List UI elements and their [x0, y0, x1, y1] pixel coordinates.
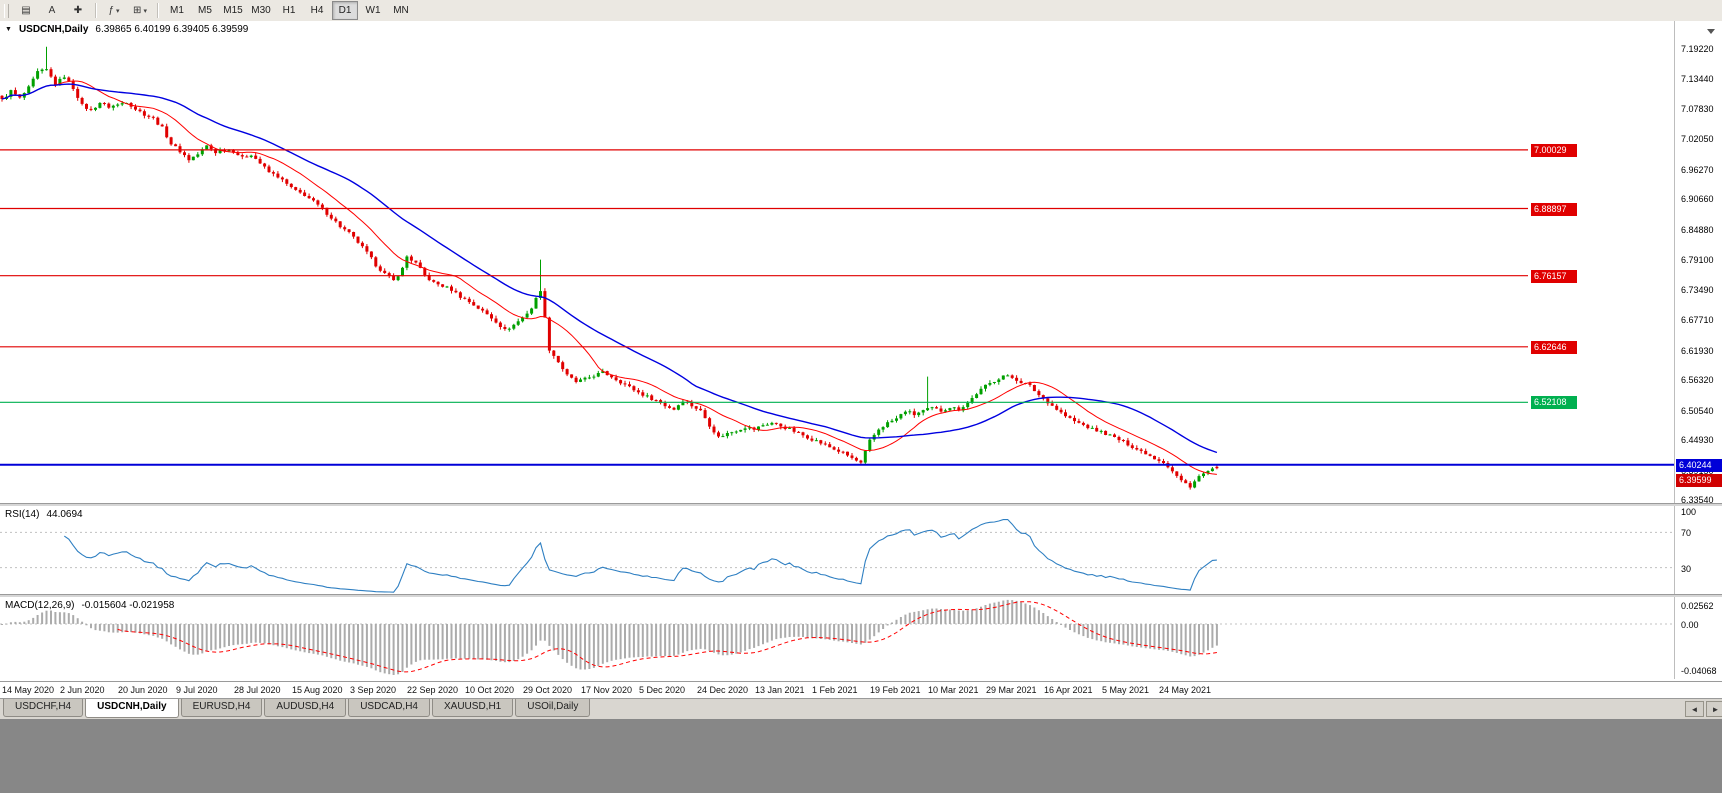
- zoom-dropdown[interactable]: ⊞ ▾: [133, 5, 147, 16]
- chart-title: ▼ USDCNH,Daily 6.39865 6.40199 6.39405 6…: [5, 24, 248, 35]
- price-scale-label: 7.07830: [1681, 104, 1714, 114]
- date-axis-label: 10 Oct 2020: [465, 685, 515, 695]
- chart-tab-bar: USDCHF,H4 USDCNH,Daily EURUSD,H4 AUDUSD,H4 U…: [0, 698, 1722, 719]
- date-axis-label: 28 Jul 2020: [234, 685, 281, 695]
- price-chart-canvas[interactable]: [0, 21, 1675, 503]
- timeframe-button-h1[interactable]: H1: [282, 5, 296, 16]
- macd-axis[interactable]: 0.02562 0.00 -0.04068: [1674, 597, 1722, 679]
- date-axis-label: 24 May 2021: [1159, 685, 1212, 695]
- tab-usdcnh-daily[interactable]: USDCNH,Daily: [85, 699, 179, 718]
- indicators-dropdown[interactable]: ƒ ▾: [108, 5, 120, 16]
- price-scale-label: 6.73490: [1681, 285, 1714, 295]
- timeframe-button-m30[interactable]: M30: [251, 5, 271, 16]
- rsi-axis[interactable]: 100 70 30: [1674, 506, 1722, 594]
- hline-price-label: 6.62646: [1531, 341, 1577, 354]
- macd-label: MACD(12,26,9): [5, 600, 75, 611]
- date-axis-label: 9 Jul 2020: [176, 685, 218, 695]
- tab-scroll-left[interactable]: ◄: [1685, 701, 1704, 717]
- date-axis-label: 15 Aug 2020: [292, 685, 343, 695]
- date-axis-label: 19 Feb 2021: [870, 685, 921, 695]
- rsi-panel[interactable]: RSI(14) 44.0694 100 70 30: [0, 506, 1722, 594]
- price-scale-label: 7.02050: [1681, 134, 1714, 144]
- price-scale-label: 6.90660: [1681, 194, 1714, 204]
- toolbar: ▤ A ✚ ƒ ▾ ⊞ ▾ M1 M5 M15 M30 H1 H4 D1 W1 MN: [0, 0, 1722, 22]
- chart-ohlc-values: 6.39865 6.40199 6.39405 6.39599: [95, 24, 249, 35]
- rsi-canvas[interactable]: [0, 506, 1675, 594]
- date-axis-label: 1 Feb 2021: [812, 685, 858, 695]
- date-axis-label: 10 Mar 2021: [928, 685, 979, 695]
- tab-usdcad-h4[interactable]: USDCAD,H4: [348, 699, 430, 717]
- timeframe-button-m1[interactable]: M1: [170, 5, 184, 16]
- rsi-value: 44.0694: [46, 509, 83, 520]
- chart-symbol-label: USDCNH,Daily: [18, 24, 89, 35]
- chart-window: ▼ USDCNH,Daily 6.39865 6.40199 6.39405 6…: [0, 21, 1722, 719]
- rsi-label: RSI(14): [5, 509, 40, 520]
- price-scale-label: 7.13440: [1681, 74, 1714, 84]
- time-axis[interactable]: 14 May 2020 2 Jun 2020 20 Jun 2020 9 Jul 20…: [0, 681, 1722, 699]
- toolbar-grip[interactable]: [4, 3, 9, 18]
- hline-price-label: 6.76157: [1531, 270, 1577, 283]
- timeframe-button-h4[interactable]: H4: [310, 5, 324, 16]
- crosshair-tool-button[interactable]: ✚: [73, 5, 83, 16]
- hline-price-label: 6.40244: [1676, 459, 1722, 472]
- date-axis-label: 17 Nov 2020: [581, 685, 633, 695]
- timeframe-button-m5[interactable]: M5: [198, 5, 212, 16]
- rsi-title: RSI(14) 44.0694: [5, 509, 83, 520]
- price-scale-label: 6.56320: [1681, 375, 1714, 385]
- chart-scroll-marker: [1707, 29, 1715, 38]
- price-scale-label: 6.44930: [1681, 435, 1714, 445]
- price-axis[interactable]: 7.19220 7.13440 7.07830 7.02050 6.96270 6.906…: [1674, 21, 1722, 503]
- chart-window-icon[interactable]: ▤: [21, 5, 31, 16]
- timeframe-button-d1[interactable]: D1: [332, 1, 358, 20]
- price-panel[interactable]: ▼ USDCNH,Daily 6.39865 6.40199 6.39405 6…: [0, 21, 1722, 503]
- macd-canvas[interactable]: [0, 597, 1675, 679]
- rsi-level-label: 70: [1681, 528, 1692, 538]
- text-tool-button[interactable]: A: [48, 5, 56, 16]
- tab-xauusd-h1[interactable]: XAUUSD,H1: [431, 699, 514, 717]
- date-axis-label: 24 Dec 2020: [697, 685, 749, 695]
- price-scale-label: 6.50540: [1681, 406, 1714, 416]
- timeframe-button-mn[interactable]: MN: [393, 5, 409, 16]
- date-axis-label: 16 Apr 2021: [1044, 685, 1093, 695]
- timeframe-button-m15[interactable]: M15: [223, 5, 243, 16]
- rsi-level-label: 100: [1681, 507, 1697, 517]
- price-scale-label: 7.19220: [1681, 44, 1714, 54]
- macd-panel[interactable]: MACD(12,26,9) -0.015604 -0.021958 0.0256…: [0, 597, 1722, 679]
- tab-audusd-h4[interactable]: AUDUSD,H4: [264, 699, 347, 717]
- price-scale-label: 6.67710: [1681, 315, 1714, 325]
- tab-eurusd-h4[interactable]: EURUSD,H4: [180, 699, 263, 717]
- date-axis-label: 29 Oct 2020: [523, 685, 573, 695]
- macd-level-label: 0.00: [1681, 620, 1699, 630]
- rsi-level-label: 30: [1681, 564, 1692, 574]
- macd-level-label: -0.04068: [1681, 666, 1717, 676]
- tab-usoil-daily[interactable]: USOil,Daily: [515, 699, 591, 717]
- macd-values: -0.015604 -0.021958: [81, 600, 175, 611]
- macd-level-label: 0.02562: [1681, 601, 1714, 611]
- tab-scroll-right[interactable]: ►: [1706, 701, 1722, 717]
- date-axis-label: 14 May 2020: [2, 685, 55, 695]
- price-scale-label: 6.96270: [1681, 165, 1714, 175]
- date-axis-label: 29 Mar 2021: [986, 685, 1037, 695]
- tab-usdchf-h4[interactable]: USDCHF,H4: [3, 699, 84, 717]
- hline-price-label: 7.00029: [1531, 144, 1577, 157]
- date-axis-label: 20 Jun 2020: [118, 685, 168, 695]
- date-axis-label: 5 May 2021: [1102, 685, 1150, 695]
- date-axis-label: 5 Dec 2020: [639, 685, 686, 695]
- hline-price-label: 6.52108: [1531, 396, 1577, 409]
- symbol-dropdown-icon[interactable]: ▼: [5, 26, 12, 33]
- bid-price-label: 6.39599: [1676, 474, 1722, 487]
- price-scale-label: 6.84880: [1681, 225, 1714, 235]
- date-axis-label: 3 Sep 2020: [350, 685, 397, 695]
- price-scale-label: 6.33540: [1681, 495, 1714, 503]
- hline-price-label: 6.88897: [1531, 203, 1577, 216]
- date-axis-label: 13 Jan 2021: [755, 685, 805, 695]
- date-axis-label: 22 Sep 2020: [407, 685, 459, 695]
- date-axis-label: 2 Jun 2020: [60, 685, 105, 695]
- price-scale-label: 6.79100: [1681, 255, 1714, 265]
- tab-scroll-arrows: ◄ ►: [1685, 699, 1722, 717]
- timeframe-button-w1[interactable]: W1: [365, 5, 381, 16]
- macd-title: MACD(12,26,9) -0.015604 -0.021958: [5, 600, 174, 611]
- price-scale-label: 6.61930: [1681, 346, 1714, 356]
